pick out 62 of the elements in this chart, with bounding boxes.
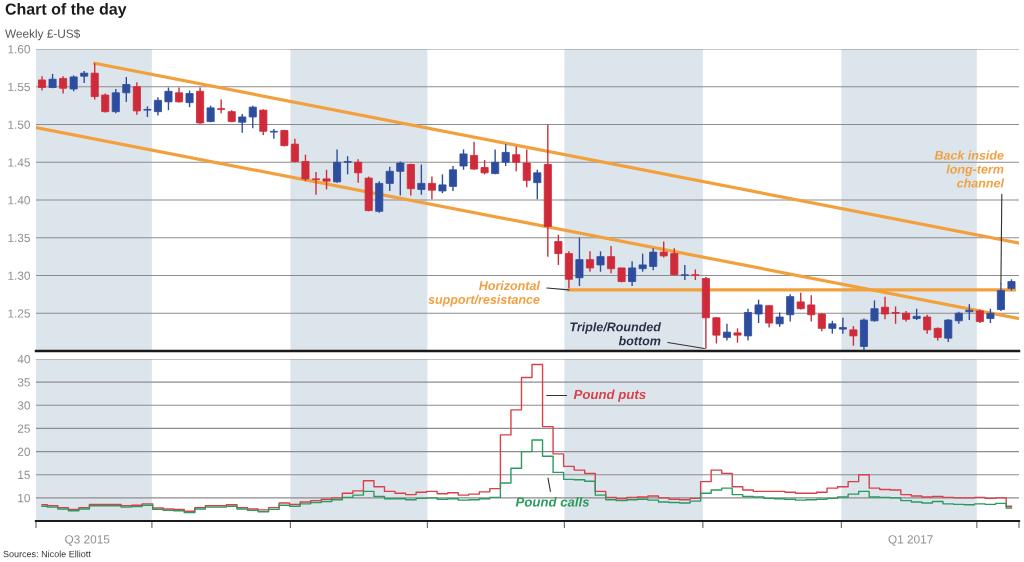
candlestick xyxy=(680,264,689,281)
y-tick-label: 25 xyxy=(17,424,30,433)
candlestick xyxy=(670,247,679,277)
candlestick xyxy=(459,148,468,171)
text: Pound puts xyxy=(573,389,646,402)
candlestick xyxy=(248,104,257,129)
series-label: Pound calls xyxy=(515,496,590,507)
candlestick xyxy=(596,250,605,273)
y-tick-label: 1.35 xyxy=(8,233,30,243)
y-tick-label: 1.45 xyxy=(8,158,30,167)
candlestick xyxy=(712,316,721,345)
y-tick-label: 1.60 xyxy=(8,45,30,54)
candlestick xyxy=(343,155,352,176)
y-tick-label: 15 xyxy=(18,470,30,480)
candlestick xyxy=(575,237,584,287)
candlestick xyxy=(512,145,521,173)
candlestick xyxy=(944,318,953,343)
y-tick-label: 1.50 xyxy=(8,120,30,129)
candlestick xyxy=(322,169,331,191)
candlestick xyxy=(807,294,816,323)
candlestick xyxy=(217,98,226,114)
candlestick xyxy=(417,163,426,196)
y-tick-label: 1.40 xyxy=(8,196,30,205)
chart-title: Chart of the day xyxy=(5,3,127,18)
candlestick xyxy=(438,173,447,194)
candlestick xyxy=(301,154,310,182)
annotation: Back inside long-term channel xyxy=(934,150,1005,188)
candlestick xyxy=(649,247,658,271)
annotation: Triple/Rounded bottom xyxy=(570,322,662,346)
candlestick xyxy=(754,298,763,324)
candlestick xyxy=(396,160,405,197)
annotation: Horizontal support/resistance xyxy=(428,280,541,307)
y-tick-label: 1.30 xyxy=(8,271,30,280)
chart-subtitle: Weekly £-US$ xyxy=(5,29,81,41)
candlestick xyxy=(122,76,131,103)
candlestick xyxy=(364,175,373,213)
x-tick-label: Q1 2017 xyxy=(888,535,933,546)
y-tick-label: 20 xyxy=(17,447,30,456)
candlestick xyxy=(311,171,320,196)
candlestick xyxy=(838,317,847,335)
candlestick xyxy=(870,299,879,323)
y-tick-label: 1.55 xyxy=(8,82,30,92)
candlestick xyxy=(522,148,531,188)
candlestick xyxy=(101,92,110,114)
candlestick xyxy=(164,86,173,111)
y-tick-label: 35 xyxy=(17,378,30,387)
y-tick-label: 30 xyxy=(17,401,30,410)
x-tick-label: Q3 2015 xyxy=(65,535,110,546)
candlestick xyxy=(533,169,542,200)
y-tick-label: 10 xyxy=(18,493,30,503)
candlestick xyxy=(638,252,647,273)
candlestick xyxy=(238,113,247,134)
candlestick xyxy=(554,234,563,266)
candlestick xyxy=(269,128,278,140)
candlestick xyxy=(817,312,826,333)
candlestick xyxy=(90,62,99,101)
candlestick xyxy=(501,143,510,167)
y-tick-label: 1.25 xyxy=(8,309,30,318)
candlestick xyxy=(259,108,268,136)
candlestick xyxy=(849,325,858,347)
y-tick-label: 40 xyxy=(17,355,30,364)
source-note: Sources: Nicole Elliott xyxy=(3,550,91,558)
